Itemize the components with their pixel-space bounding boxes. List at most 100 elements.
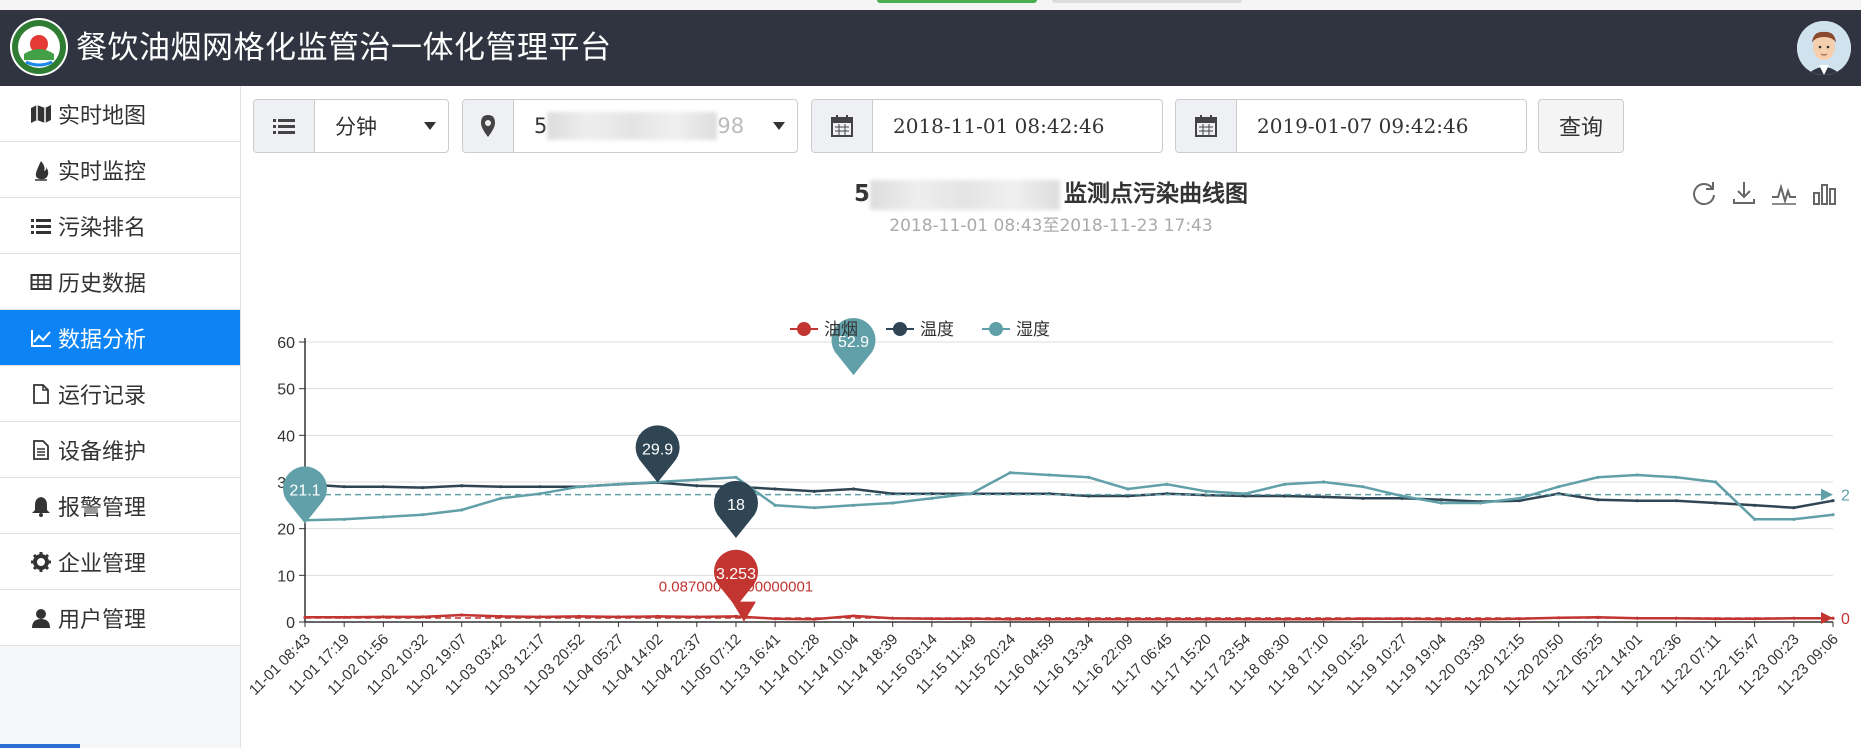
map-icon xyxy=(30,103,52,125)
chart-title-wrap: 5 监测点污染曲线图 xyxy=(241,174,1861,210)
sidebar-item-map[interactable]: 实时地图 xyxy=(0,86,240,142)
site-value-prefix: 5 xyxy=(534,114,548,138)
series-point-1 xyxy=(891,492,895,496)
sidebar-item-enterprise[interactable]: 企业管理 xyxy=(0,534,240,590)
series-point-2 xyxy=(773,503,777,507)
sidebar-item-label: 设备维护 xyxy=(58,439,147,465)
series-point-2 xyxy=(577,485,581,489)
series-point-2 xyxy=(1086,475,1091,479)
y-tick-label: 40 xyxy=(277,428,295,445)
max-pin-oil-label: 3.253 xyxy=(716,566,756,583)
series-point-2 xyxy=(1557,485,1561,489)
series-point-1 xyxy=(460,484,464,488)
chevron-down-icon xyxy=(424,122,436,130)
max-pin-humid xyxy=(831,318,876,376)
refresh-icon[interactable] xyxy=(1690,179,1718,207)
series-point-1 xyxy=(812,489,816,493)
min-pin-temp xyxy=(713,480,758,538)
sidebar-item-label: 历史数据 xyxy=(58,271,147,297)
series-point-1 xyxy=(1596,498,1600,502)
line-chart-icon[interactable] xyxy=(1770,179,1798,207)
download-icon[interactable] xyxy=(1730,179,1758,207)
browser-tab-indicator-2 xyxy=(1052,0,1242,3)
series-point-2 xyxy=(1753,517,1757,521)
chart-toolbox xyxy=(1690,179,1838,207)
series-line-2 xyxy=(304,471,1834,522)
series-point-0 xyxy=(1400,617,1404,621)
query-button[interactable]: 查询 xyxy=(1538,99,1624,153)
sidebar-item-label: 实时地图 xyxy=(58,103,147,129)
series-point-1 xyxy=(1713,501,1718,505)
y-tick-label: 20 xyxy=(277,522,295,539)
sidebar-item-label: 用户管理 xyxy=(58,607,147,633)
series-point-2 xyxy=(420,513,425,517)
series-point-1 xyxy=(342,485,346,489)
series-point-1 xyxy=(420,486,425,490)
bell-icon xyxy=(30,495,52,517)
sidebar-item-history[interactable]: 历史数据 xyxy=(0,254,240,310)
site-select[interactable]: 5 98 xyxy=(462,99,798,153)
legend-label: 温度 xyxy=(920,320,954,340)
sidebar-item-ranking[interactable]: 污染排名 xyxy=(0,198,240,254)
bar-chart-icon[interactable] xyxy=(1810,179,1838,207)
chart-title: 监测点污染曲线图 xyxy=(1064,181,1248,207)
start-time-field[interactable]: 2018-11-01 08:42:46 xyxy=(811,99,1163,153)
sidebar-item-alarm[interactable]: 报警管理 xyxy=(0,478,240,534)
series-point-1 xyxy=(1361,496,1365,500)
user-avatar[interactable] xyxy=(1797,21,1851,75)
series-point-0 xyxy=(1831,616,1835,620)
legend-label: 湿度 xyxy=(1016,320,1050,340)
average-arrow xyxy=(1821,488,1833,501)
series-point-1 xyxy=(1400,496,1404,500)
series-point-2 xyxy=(1478,501,1482,505)
sidebar-item-label: 企业管理 xyxy=(58,551,147,577)
series-point-2 xyxy=(616,482,621,486)
max-pin-temp-label: 29.9 xyxy=(642,441,673,458)
main-panel: 分钟 5 98 2018-11-01 08:42:46 2019-01-07 09… xyxy=(241,86,1861,748)
series-point-0 xyxy=(891,616,895,620)
fire-icon xyxy=(30,159,52,181)
end-time-field[interactable]: 2019-01-07 09:42:46 xyxy=(1175,99,1527,153)
series-point-2 xyxy=(1792,517,1796,521)
sidebar-item-users[interactable]: 用户管理 xyxy=(0,590,240,646)
y-tick-label: 10 xyxy=(277,568,295,585)
location-icon xyxy=(463,100,514,152)
legend-swatch xyxy=(989,322,1003,336)
sidebar-item-records[interactable]: 运行记录 xyxy=(0,366,240,422)
series-point-2 xyxy=(891,501,895,505)
sidebar-item-monitor[interactable]: 实时监控 xyxy=(0,142,240,198)
interval-select[interactable]: 分钟 xyxy=(253,99,449,153)
table-icon xyxy=(30,271,52,293)
series-point-2 xyxy=(1831,513,1835,517)
logo-icon xyxy=(10,18,68,76)
min-pin-temp-label: 18 xyxy=(727,497,745,514)
series-point-0 xyxy=(1361,617,1365,621)
series-point-1 xyxy=(1792,506,1796,510)
file-text-icon xyxy=(30,439,52,461)
series-point-0 xyxy=(577,614,581,618)
gear-icon xyxy=(30,551,52,573)
sidebar-item-analysis[interactable]: 数据分析 xyxy=(0,310,240,366)
chart-title-prefix: 5 xyxy=(853,181,870,207)
series-point-2 xyxy=(1596,475,1600,479)
series-point-1 xyxy=(381,485,385,489)
series-point-1 xyxy=(1517,499,1522,503)
series-point-2 xyxy=(1282,482,1287,486)
line-chart-icon xyxy=(30,327,52,349)
series-point-1 xyxy=(1753,503,1757,507)
interval-value: 分钟 xyxy=(335,115,377,139)
sidebar-item-maintenance[interactable]: 设备维护 xyxy=(0,422,240,478)
series-point-2 xyxy=(1400,494,1404,498)
series-point-2 xyxy=(1322,480,1326,484)
series-point-0 xyxy=(381,615,385,619)
series-point-2 xyxy=(734,475,738,479)
series-point-1 xyxy=(1635,499,1639,503)
series-point-1 xyxy=(1831,499,1835,503)
calendar-icon xyxy=(812,100,873,152)
series-point-1 xyxy=(1439,498,1443,502)
series-point-2 xyxy=(460,508,464,512)
browser-tab-indicator xyxy=(877,0,1037,3)
series-point-2 xyxy=(1517,496,1522,500)
list-icon xyxy=(30,215,52,237)
